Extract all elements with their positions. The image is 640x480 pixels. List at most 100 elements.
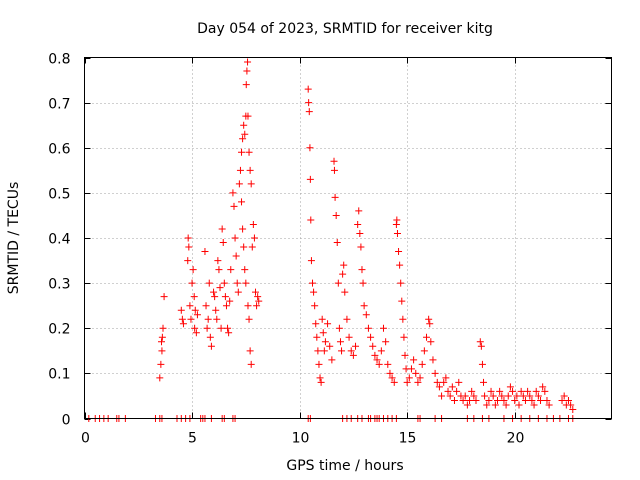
- data-point: [347, 347, 355, 355]
- data-point: [480, 378, 488, 386]
- data-point: [403, 378, 411, 386]
- data-point: [338, 347, 346, 355]
- chart-title: Day 054 of 2023, SRMTID for receiver kit…: [197, 21, 493, 37]
- data-point: [321, 338, 329, 346]
- data-point: [388, 374, 396, 382]
- axis-ticks: [84, 57, 612, 420]
- data-point: [207, 342, 215, 350]
- data-point: [310, 288, 318, 296]
- data-point: [545, 401, 553, 409]
- data-point: [472, 396, 480, 404]
- data-point: [543, 396, 551, 404]
- data-point: [358, 266, 366, 274]
- data-point: [238, 148, 246, 156]
- data-point: [477, 342, 485, 350]
- data-point: [324, 320, 332, 328]
- data-point: [461, 392, 469, 400]
- data-point: [192, 329, 200, 337]
- data-point: [453, 387, 461, 395]
- data-point: [343, 315, 351, 323]
- y-tick-label: 0.6: [48, 142, 70, 158]
- data-point: [371, 351, 379, 359]
- data-point: [384, 360, 392, 368]
- data-point: [362, 311, 370, 319]
- data-point: [239, 135, 247, 143]
- data-point: [334, 279, 342, 287]
- data-point: [528, 396, 536, 404]
- data-point: [240, 121, 248, 129]
- data-point: [564, 396, 572, 404]
- y-tick-label: 0.7: [48, 97, 70, 113]
- data-point: [213, 315, 221, 323]
- data-point: [306, 144, 314, 152]
- data-point: [315, 360, 323, 368]
- data-point: [316, 374, 324, 382]
- data-point: [305, 108, 313, 116]
- data-point: [491, 401, 499, 409]
- data-point: [532, 387, 540, 395]
- data-point: [567, 401, 575, 409]
- data-point: [211, 293, 219, 301]
- data-point: [232, 252, 240, 260]
- data-point: [305, 99, 313, 107]
- data-point: [459, 396, 467, 404]
- data-point: [204, 315, 212, 323]
- data-point: [229, 189, 237, 197]
- data-point: [189, 266, 197, 274]
- data-point: [319, 329, 327, 337]
- data-point: [246, 166, 254, 174]
- data-point: [317, 378, 325, 386]
- data-point: [313, 333, 321, 341]
- data-point: [440, 378, 448, 386]
- data-point: [359, 279, 367, 287]
- data-point: [326, 342, 334, 350]
- data-point: [483, 401, 491, 409]
- data-point: [367, 333, 375, 341]
- data-point: [243, 67, 251, 75]
- data-point: [246, 347, 254, 355]
- data-point: [304, 85, 312, 93]
- data-point: [219, 239, 227, 247]
- data-point: [188, 279, 196, 287]
- data-point: [517, 387, 525, 395]
- data-point: [312, 320, 320, 328]
- data-point: [248, 243, 256, 251]
- y-tick-label: 0.1: [48, 367, 70, 383]
- data-point: [526, 392, 534, 400]
- data-point: [186, 302, 194, 310]
- data-point: [426, 320, 434, 328]
- data-point: [244, 302, 252, 310]
- data-point: [470, 392, 478, 400]
- data-point: [504, 392, 512, 400]
- data-point: [397, 279, 405, 287]
- data-point: [569, 405, 577, 413]
- data-point: [511, 396, 519, 404]
- x-tick-label: 10: [292, 431, 310, 447]
- data-point: [179, 320, 187, 328]
- data-point: [215, 266, 223, 274]
- data-point: [487, 387, 495, 395]
- data-point: [496, 387, 504, 395]
- data-point: [216, 284, 224, 292]
- data-point: [438, 392, 446, 400]
- y-tick-label: 0.3: [48, 277, 70, 293]
- data-point: [446, 392, 454, 400]
- data-point: [201, 248, 209, 256]
- data-point: [442, 374, 450, 382]
- data-point: [416, 374, 424, 382]
- data-point: [307, 216, 315, 224]
- data-point: [401, 351, 409, 359]
- y-tick-label: 0.2: [48, 322, 70, 338]
- data-point: [355, 207, 363, 215]
- data-point: [221, 293, 229, 301]
- plot-frame: [84, 57, 612, 419]
- data-point: [231, 234, 239, 242]
- data-point: [158, 333, 166, 341]
- data-point: [375, 360, 383, 368]
- data-point: [395, 248, 403, 256]
- y-axis-label: SRMTID / TECUs: [6, 182, 22, 295]
- data-point: [314, 347, 322, 355]
- data-point: [373, 356, 381, 364]
- data-point: [399, 315, 407, 323]
- data-point: [498, 392, 506, 400]
